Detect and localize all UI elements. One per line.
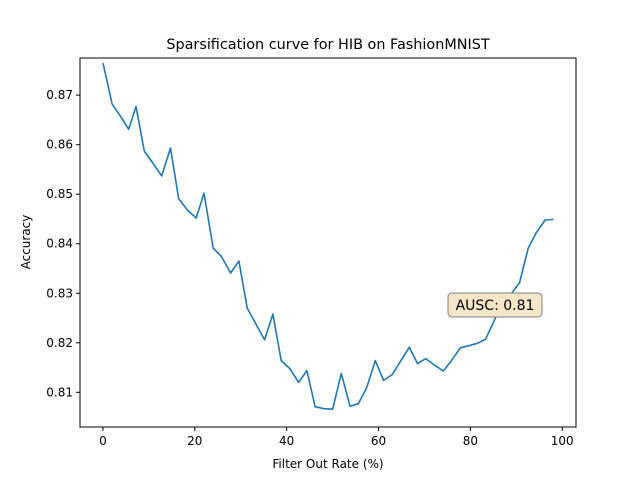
- y-tick-label: 0.86: [46, 138, 73, 152]
- y-tick-label: 0.81: [46, 385, 73, 399]
- series-layer: [102, 62, 554, 411]
- chart-title: Sparsification curve for HIB on FashionM…: [166, 37, 490, 53]
- x-axis-label: Filter Out Rate (%): [272, 457, 383, 471]
- axes-frame: [79, 57, 577, 428]
- y-axis: 0.81 0.82 0.83 0.84 0.85 0.86 0.87: [46, 88, 80, 399]
- x-tick-label: 0: [99, 434, 107, 448]
- series-line: [102, 62, 554, 411]
- x-axis: 0 20 40 60 80 100: [99, 427, 574, 448]
- y-tick-label: 0.84: [46, 237, 73, 251]
- x-tick-label: 80: [463, 434, 478, 448]
- x-tick-label: 100: [551, 434, 574, 448]
- y-tick-label: 0.85: [46, 187, 73, 201]
- y-tick-label: 0.83: [46, 286, 73, 300]
- y-tick-label: 0.82: [46, 336, 73, 350]
- ausc-annotation: AUSC: 0.81: [447, 292, 543, 318]
- y-axis-label: Accuracy: [19, 215, 33, 270]
- ausc-annotation-text: AUSC: 0.81: [456, 298, 535, 314]
- ausc-annotation-box: [447, 292, 543, 318]
- plot-area: [79, 57, 577, 428]
- y-tick-label: 0.87: [46, 88, 73, 102]
- x-tick-label: 40: [279, 434, 294, 448]
- x-tick-label: 60: [371, 434, 386, 448]
- x-tick-label: 20: [187, 434, 202, 448]
